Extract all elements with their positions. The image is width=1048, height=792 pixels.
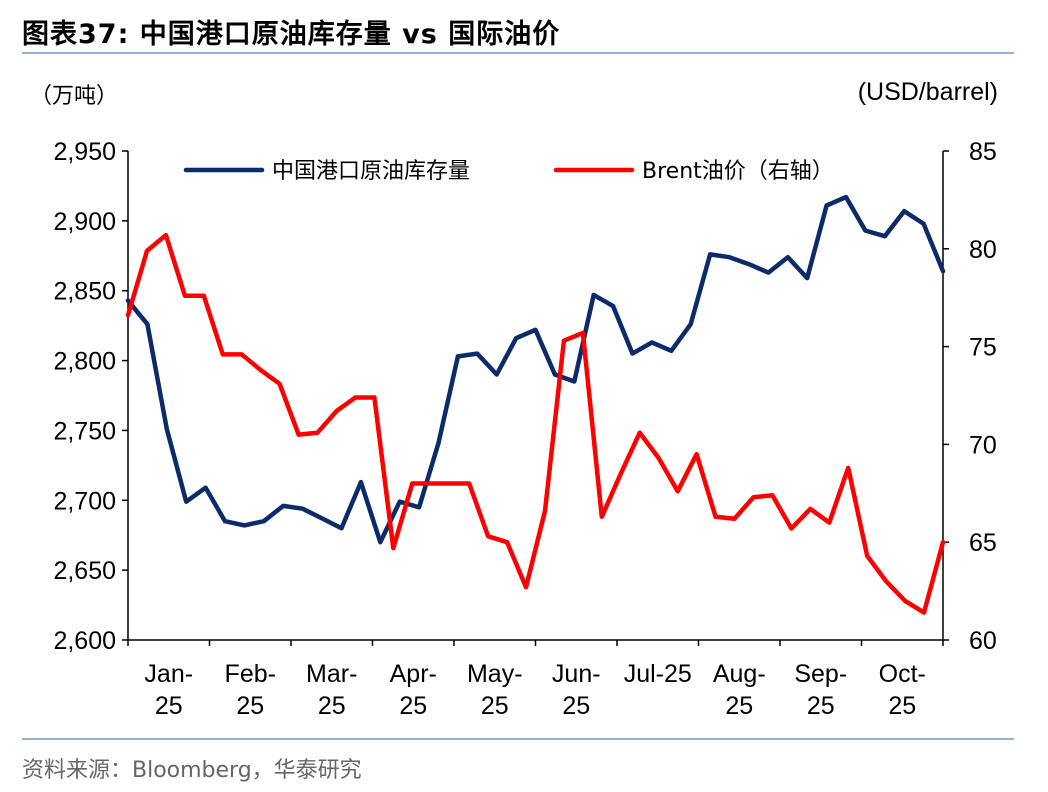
- left-tick-label: 2,700: [53, 487, 116, 515]
- chart-title: 图表37: 中国港口原油库存量 vs 国际油价: [22, 19, 561, 50]
- left-axis-ticks: 2,600 2,650 2,700 2,750 2,800 2,850 2,900 2,950: [53, 138, 128, 655]
- x-tick-label-year: 25: [725, 692, 753, 720]
- right-tick-label: 80: [969, 236, 997, 264]
- right-axis-ticks: 60 65 70 75 80 85: [943, 138, 997, 655]
- x-tick-label-year: 25: [481, 692, 509, 720]
- left-tick-label: 2,600: [53, 627, 116, 655]
- x-tick-label: Jan-: [144, 660, 193, 688]
- right-tick-label: 65: [969, 529, 997, 557]
- legend-label: 中国港口原油库存量: [272, 159, 470, 184]
- x-axis-ticks: Jan- 25 Feb- 25 Mar- 25 Apr- 25 May- 25 Jun- 25 Jul-…: [127, 640, 944, 720]
- x-tick-label: Mar-: [306, 660, 357, 688]
- x-tick-label: May-: [467, 660, 523, 688]
- source-note: 资料来源：Bloomberg，华泰研究: [22, 758, 362, 783]
- right-axis-unit: (USD/barrel): [857, 78, 998, 106]
- left-tick-label: 2,850: [53, 278, 116, 306]
- brent-series-line: [125, 232, 946, 615]
- left-tick-label: 2,650: [53, 557, 116, 585]
- x-tick-label-year: 25: [318, 692, 346, 720]
- right-tick-label: 60: [969, 627, 997, 655]
- top-divider: [22, 52, 1014, 54]
- x-tick-label: Feb-: [225, 660, 276, 688]
- x-tick-label-year: 25: [807, 692, 835, 720]
- left-axis-unit: （万吨）: [30, 84, 119, 109]
- x-tick-label-year: 25: [236, 692, 264, 720]
- bottom-divider: [22, 738, 1014, 740]
- x-tick-label: Aug-: [713, 660, 766, 688]
- x-tick-label-year: 25: [399, 692, 427, 720]
- left-tick-label: 2,950: [53, 138, 116, 166]
- right-tick-label: 70: [969, 431, 997, 459]
- chart-series: [125, 194, 946, 615]
- x-tick-label: Sep-: [794, 660, 847, 688]
- left-tick-label: 2,750: [53, 417, 116, 445]
- x-tick-label-year: 25: [888, 692, 916, 720]
- left-tick-label: 2,800: [53, 348, 116, 376]
- inventory-series-line: [125, 194, 946, 545]
- x-tick-label: Jun-: [552, 660, 601, 688]
- left-tick-label: 2,900: [53, 208, 116, 236]
- x-tick-label-year: 25: [562, 692, 590, 720]
- legend-label: Brent油价（右轴）: [642, 159, 834, 184]
- x-tick-label: Oct-: [879, 660, 926, 688]
- chart-legend: 中国港口原油库存量 Brent油价（右轴）: [183, 159, 834, 184]
- x-tick-label-year: 25: [155, 692, 183, 720]
- right-tick-label: 85: [969, 138, 997, 166]
- right-tick-label: 75: [969, 334, 997, 362]
- x-tick-label: Jul-25: [624, 660, 692, 688]
- x-tick-label: Apr-: [390, 660, 437, 688]
